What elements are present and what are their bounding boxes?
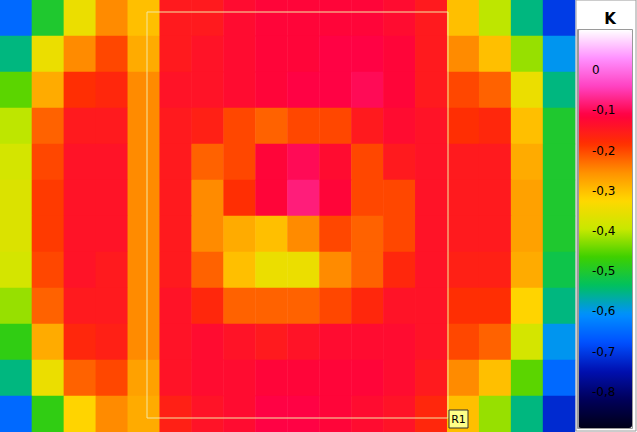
- svg-text:-0,2: -0,2: [592, 144, 615, 158]
- svg-text:R1: R1: [451, 413, 466, 426]
- svg-text:0: 0: [592, 63, 600, 77]
- svg-text:-0,1: -0,1: [592, 103, 615, 117]
- svg-text:K: K: [604, 10, 617, 28]
- svg-text:-0,7: -0,7: [592, 345, 615, 359]
- svg-text:-0,8: -0,8: [592, 385, 615, 399]
- svg-text:-0,4: -0,4: [592, 224, 615, 238]
- svg-text:-0,3: -0,3: [592, 184, 615, 198]
- svg-text:-0,6: -0,6: [592, 304, 615, 318]
- svg-text:-0,5: -0,5: [592, 264, 615, 278]
